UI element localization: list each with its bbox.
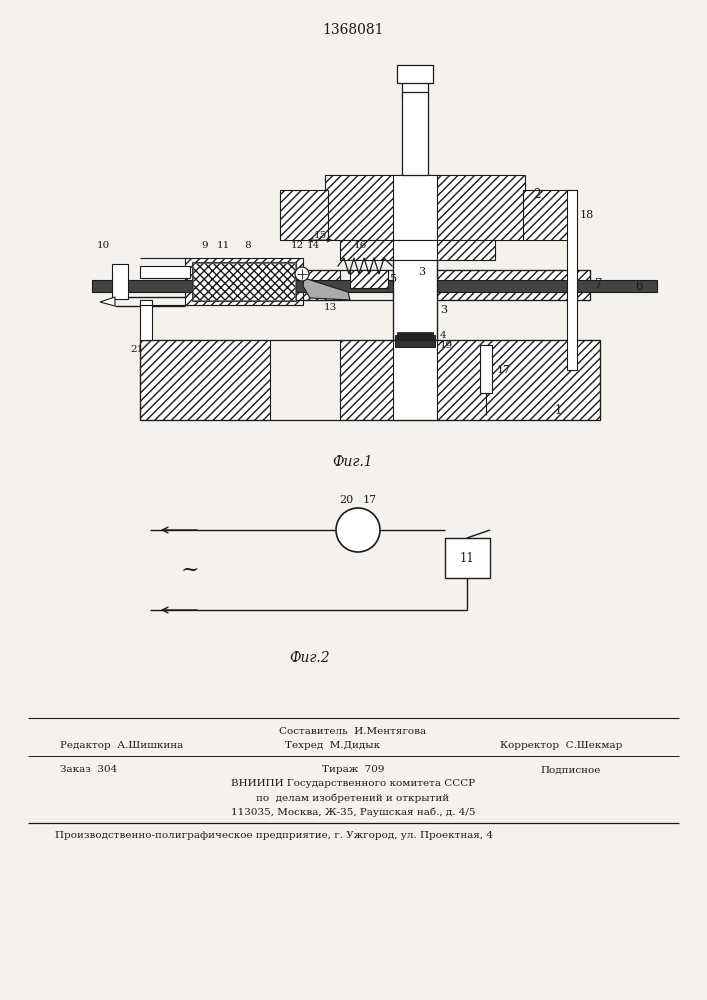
Text: 18: 18: [580, 210, 595, 220]
Bar: [402, 70, 428, 97]
Bar: [393, 340, 437, 420]
Bar: [192, 262, 296, 301]
Text: 8: 8: [245, 241, 251, 250]
Text: 4: 4: [440, 330, 447, 340]
Bar: [523, 190, 573, 240]
Text: 2: 2: [533, 188, 540, 202]
Text: 9: 9: [201, 241, 209, 250]
Text: 21: 21: [130, 346, 144, 355]
Text: 19: 19: [440, 340, 453, 350]
Bar: [92, 280, 657, 292]
Bar: [437, 270, 590, 300]
Text: по  делам изобретений и открытий: по делам изобретений и открытий: [257, 793, 450, 803]
Bar: [193, 263, 295, 300]
Bar: [140, 340, 270, 420]
Text: 3: 3: [418, 267, 425, 277]
Text: 12: 12: [291, 241, 303, 250]
Bar: [185, 258, 303, 305]
Text: Составитель  И.Ментягова: Составитель И.Ментягова: [279, 726, 426, 736]
Text: 20: 20: [339, 495, 353, 505]
Bar: [402, 92, 428, 175]
Polygon shape: [100, 297, 115, 306]
Bar: [397, 65, 433, 83]
Circle shape: [336, 508, 380, 552]
Text: 5: 5: [390, 274, 397, 284]
Bar: [480, 345, 492, 393]
Bar: [393, 240, 437, 260]
Text: ~: ~: [181, 559, 199, 581]
Bar: [340, 340, 600, 420]
Polygon shape: [303, 278, 350, 300]
Bar: [393, 270, 437, 300]
Bar: [393, 260, 437, 340]
Text: 14: 14: [306, 241, 320, 250]
Bar: [445, 538, 490, 578]
Bar: [280, 270, 340, 300]
Text: 3: 3: [440, 305, 447, 315]
Text: 11: 11: [460, 552, 474, 564]
Text: 1: 1: [555, 403, 562, 416]
Text: Производственно-полиграфическое предприятие, г. Ужгород, ул. Проектная, 4: Производственно-полиграфическое предприя…: [55, 832, 493, 840]
Bar: [567, 190, 577, 370]
Text: 10: 10: [96, 241, 110, 250]
Text: Техред  М.Дидык: Техред М.Дидык: [285, 740, 380, 750]
Text: 17: 17: [497, 365, 511, 375]
Text: Тираж  709: Тираж 709: [322, 766, 384, 774]
Text: Фиг.2: Фиг.2: [290, 651, 330, 665]
Text: Редактор  А.Шишкина: Редактор А.Шишкина: [60, 740, 183, 750]
Bar: [393, 175, 437, 240]
Text: 17: 17: [363, 495, 377, 505]
Bar: [140, 266, 190, 278]
Text: 13: 13: [323, 304, 337, 312]
Bar: [397, 332, 433, 340]
Text: 1368081: 1368081: [322, 23, 384, 37]
Text: Фиг.1: Фиг.1: [333, 455, 373, 469]
Bar: [395, 335, 435, 347]
Text: 16: 16: [354, 241, 367, 250]
Text: Корректор  С.Шекмар: Корректор С.Шекмар: [500, 740, 622, 750]
Text: 6: 6: [635, 279, 643, 292]
Bar: [280, 190, 328, 240]
Circle shape: [295, 267, 309, 281]
Text: 113035, Москва, Ж-35, Раушская наб., д. 4/5: 113035, Москва, Ж-35, Раушская наб., д. …: [230, 807, 475, 817]
Bar: [112, 264, 128, 299]
Bar: [350, 270, 388, 288]
Bar: [340, 240, 495, 260]
Text: Заказ  304: Заказ 304: [60, 766, 117, 774]
Bar: [325, 175, 525, 240]
Text: ВНИИПИ Государственного комитета СССР: ВНИИПИ Государственного комитета СССР: [231, 780, 475, 788]
Text: Подписное: Подписное: [540, 766, 600, 774]
Text: 15: 15: [313, 232, 327, 240]
Bar: [140, 300, 152, 340]
Text: 7: 7: [595, 278, 602, 292]
Text: 11: 11: [216, 241, 230, 250]
